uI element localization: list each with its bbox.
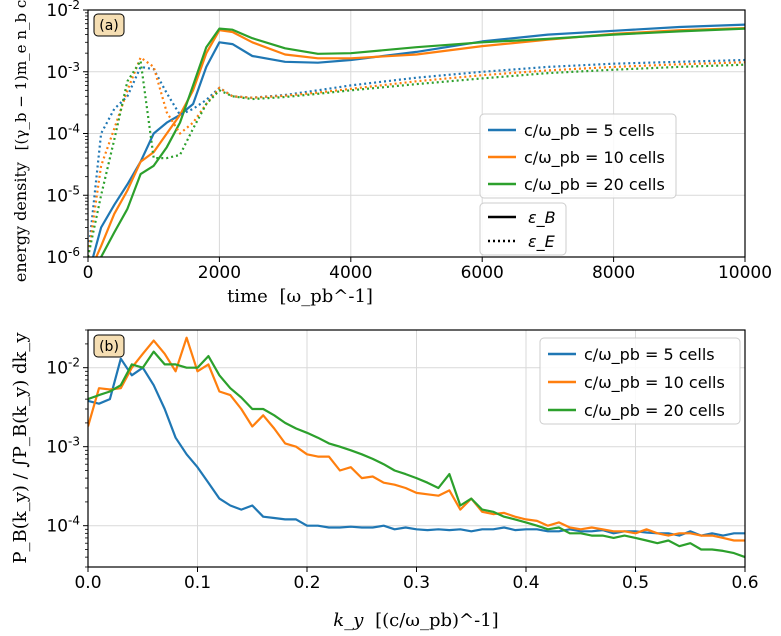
panel-a-xtick-label: 4000 (329, 263, 372, 283)
panel-b-xtick-label: 0.4 (512, 573, 539, 593)
panel-b-xtick-label: 0.0 (74, 573, 101, 593)
panel-b-xlabel-unit: [(c/ω_pb)^-1] (375, 610, 499, 631)
panel-a-legend: c/ω_pb = 5 cells c/ω_pb = 10 cells c/ω_p… (479, 113, 677, 199)
panel-b-legend-label-5: c/ω_pb = 5 cells (584, 345, 715, 365)
panel-a-ylabel-unit: [(γ_b − 1)m_e n_b c²] (12, 0, 30, 150)
panel-a-ytick-label: 10-3 (46, 60, 80, 83)
panel-b-xtick-label: 0.6 (731, 573, 758, 593)
panel-a-xtick-label: 8000 (592, 263, 635, 283)
panel-a-xlabel-group: time [ω_pb^-1] (227, 286, 373, 307)
panel-b-legend-label-20: c/ω_pb = 20 cells (584, 401, 725, 421)
panel-a-xtick-label: 0 (83, 263, 94, 283)
panel-b-xtick-label: 0.5 (622, 573, 649, 593)
panel-a-ticks: 0 2000 4000 6000 8000 10000 10-6 10-5 10-4 10-3 10… (46, 0, 772, 283)
panel-a-label-box (93, 13, 125, 37)
panel-b-label: (b) (99, 339, 119, 355)
panel-a-ytick-label: 10-2 (46, 0, 80, 21)
panel-b-lines (88, 336, 745, 559)
panel-a-ylabel-group: energy density [(γ_b − 1)m_e n_b c²] (10, 0, 31, 282)
panel-b-xtick-label: 0.3 (403, 573, 430, 593)
panel-a-series-line (95, 27, 745, 257)
panel-b-xlabel-group: k_y [(c/ω_pb)^-1] (333, 610, 498, 631)
panel-a-style-label-eb: ε_B (528, 208, 556, 228)
panel-a: 0 2000 4000 6000 8000 10000 10-6 10-5 10-4 10-3 10… (10, 0, 772, 307)
panel-b-ytick-label: 10-4 (46, 514, 80, 537)
panel-a-series-line (99, 27, 745, 257)
panel-b-ticks: 0.0 0.1 0.2 0.3 0.4 0.5 0.6 10-4 10-3 10-2 (46, 329, 759, 593)
panel-b-xtick-label: 0.1 (184, 573, 211, 593)
panel-b-legend: c/ω_pb = 5 cells c/ω_pb = 10 cells c/ω_p… (539, 337, 741, 425)
panel-a-lines (88, 23, 745, 257)
panel-b-xlabel: k_y (333, 610, 364, 631)
panel-b-series-line (88, 357, 745, 537)
panel-a-style-label-ee: ε_E (528, 232, 556, 252)
panel-b-label-box (93, 334, 125, 358)
panel-a-legend-label-10: c/ω_pb = 10 cells (524, 148, 665, 168)
panel-a-ylabel: energy density (11, 162, 30, 282)
panel-a-xtick-label: 10000 (718, 263, 772, 283)
panel-a-xlabel: time (227, 286, 268, 307)
panel-a-legend-box (479, 113, 677, 199)
panel-b-series-line (88, 350, 745, 559)
panel-a-xlabel-unit: [ω_pb^-1] (280, 286, 373, 307)
panel-a-series-line-dotted (88, 58, 745, 257)
panel-b-xtick-label: 0.2 (293, 573, 320, 593)
panel-b: 0.0 0.1 0.2 0.3 0.4 0.5 0.6 10-4 10-3 10-2 (b) k_… (10, 329, 759, 631)
panel-a-label: (a) (99, 18, 119, 34)
panel-b-ylabel: P_B(k_y) / ∫P_B(k_y) dk_y (10, 332, 31, 564)
panel-b-ytick-label: 10-2 (46, 356, 80, 379)
panel-a-legend-label-5: c/ω_pb = 5 cells (524, 121, 655, 141)
panel-b-legend-box (539, 337, 741, 425)
panel-a-ytick-label: 10-5 (46, 183, 80, 206)
panel-a-ytick-label: 10-4 (46, 122, 80, 145)
panel-a-style-legend: ε_B ε_E (479, 202, 567, 256)
panel-a-xtick-label: 2000 (198, 263, 241, 283)
panel-a-series-line (91, 23, 745, 257)
panel-a-legend-label-20: c/ω_pb = 20 cells (524, 175, 665, 195)
panel-a-ytick-label: 10-6 (46, 245, 80, 268)
panel-a-xtick-label: 6000 (461, 263, 504, 283)
panel-b-legend-label-10: c/ω_pb = 10 cells (584, 373, 725, 393)
panel-a-series-line-dotted (88, 56, 745, 257)
panel-b-series-line (88, 336, 745, 542)
panel-b-ytick-label: 10-3 (46, 435, 80, 458)
